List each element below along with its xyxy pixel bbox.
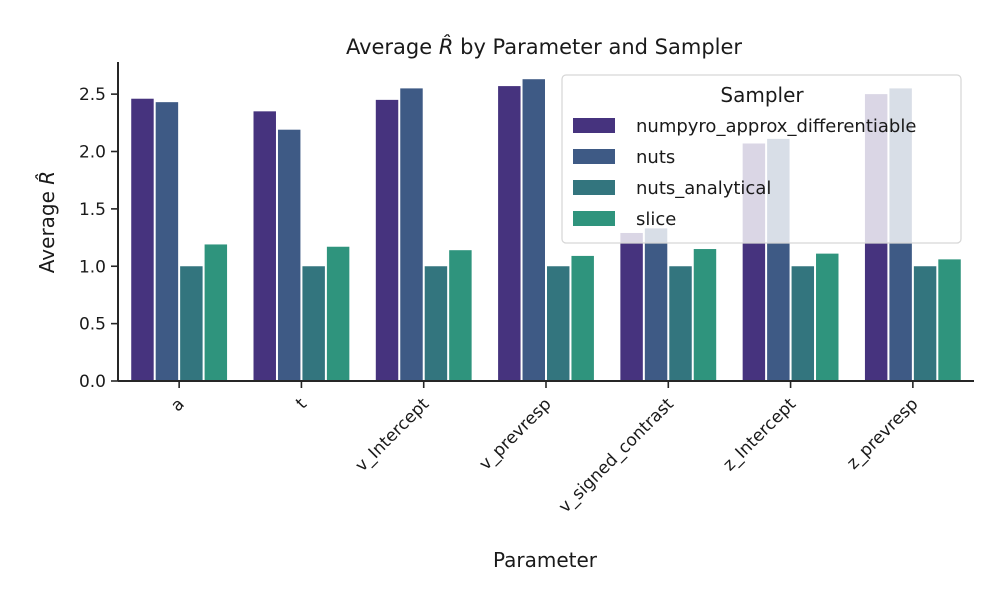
legend: Sampler numpyro_approx_differentiablenut… [561,74,962,244]
y-tick-label: 1.5 [79,200,106,220]
y-tick-label: 1.0 [79,257,106,277]
legend-label-slice: slice [636,209,676,230]
y-axis-label: Average R̂ [35,171,59,273]
x-tick-label: z_prevresp [843,394,922,473]
chart-title: Average R̂ by Parameter and Sampler [346,34,742,59]
legend-label-nuts_analytical: nuts_analytical [636,178,771,199]
x-tick-label: t [292,394,311,413]
bar-nuts_analytical-v_Intercept [424,266,448,381]
bar-nuts_analytical-v_prevresp [547,266,570,381]
bar-numpyro_approx_differentiable-t [253,111,276,381]
x-tick-label: v_signed_contrast [555,394,678,517]
bar-nuts_analytical-t [302,266,325,381]
bar-nuts-t [277,129,301,381]
bar-numpyro_approx_differentiable-v_signed_contrast [620,232,643,381]
bar-nuts_analytical-z_Intercept [791,266,815,381]
y-tick-label: 2.5 [79,85,106,105]
y-tick-label: 0.5 [79,315,106,335]
bar-numpyro_approx_differentiable-v_prevresp [498,86,521,381]
x-tick-label: v_prevresp [475,394,555,474]
bar-slice-z_Intercept [816,253,839,381]
bar-nuts_analytical-a [180,266,203,381]
x-axis-label: Parameter [493,548,598,572]
legend-swatch-nuts [573,149,615,164]
legend-frame [561,74,962,244]
legend-title: Sampler [720,83,804,107]
x-ticks-group: a t v_Intercept v_prevresp v_signed_contrast… [167,381,922,517]
y-tick-label: 0.0 [79,372,106,392]
x-tick-label: a [167,394,189,416]
y-ticks-group: 0.0 0.5 1.0 1.5 2.0 2.5 [79,85,118,392]
legend-swatch-slice [573,211,615,226]
bar-slice-a [204,244,228,381]
bar-slice-v_Intercept [449,250,472,381]
bar-slice-z_prevresp [938,259,961,381]
bar-slice-t [326,246,350,381]
bar-nuts_analytical-v_signed_contrast [669,266,692,381]
x-tick-label: v_Intercept [352,394,434,476]
y-tick-label: 2.0 [79,143,106,163]
bar-nuts-v_prevresp [522,79,545,382]
bar-nuts_analytical-z_prevresp [913,266,937,381]
bar-numpyro_approx_differentiable-v_Intercept [375,99,399,382]
legend-label-nuts: nuts [636,147,675,168]
x-tick-label: z_Intercept [719,394,800,475]
legend-swatch-nuts_analytical [573,180,615,195]
legend-label-numpyro_approx_differentiable: numpyro_approx_differentiable [636,116,916,137]
bar-nuts-v_signed_contrast [644,228,668,381]
bar-nuts-v_Intercept [400,88,423,381]
bar-nuts-a [155,102,179,381]
legend-swatch-numpyro_approx_differentiable [573,118,615,133]
bar-slice-v_signed_contrast [693,249,717,381]
bar-slice-v_prevresp [571,255,594,381]
bar-numpyro_approx_differentiable-a [131,98,154,381]
